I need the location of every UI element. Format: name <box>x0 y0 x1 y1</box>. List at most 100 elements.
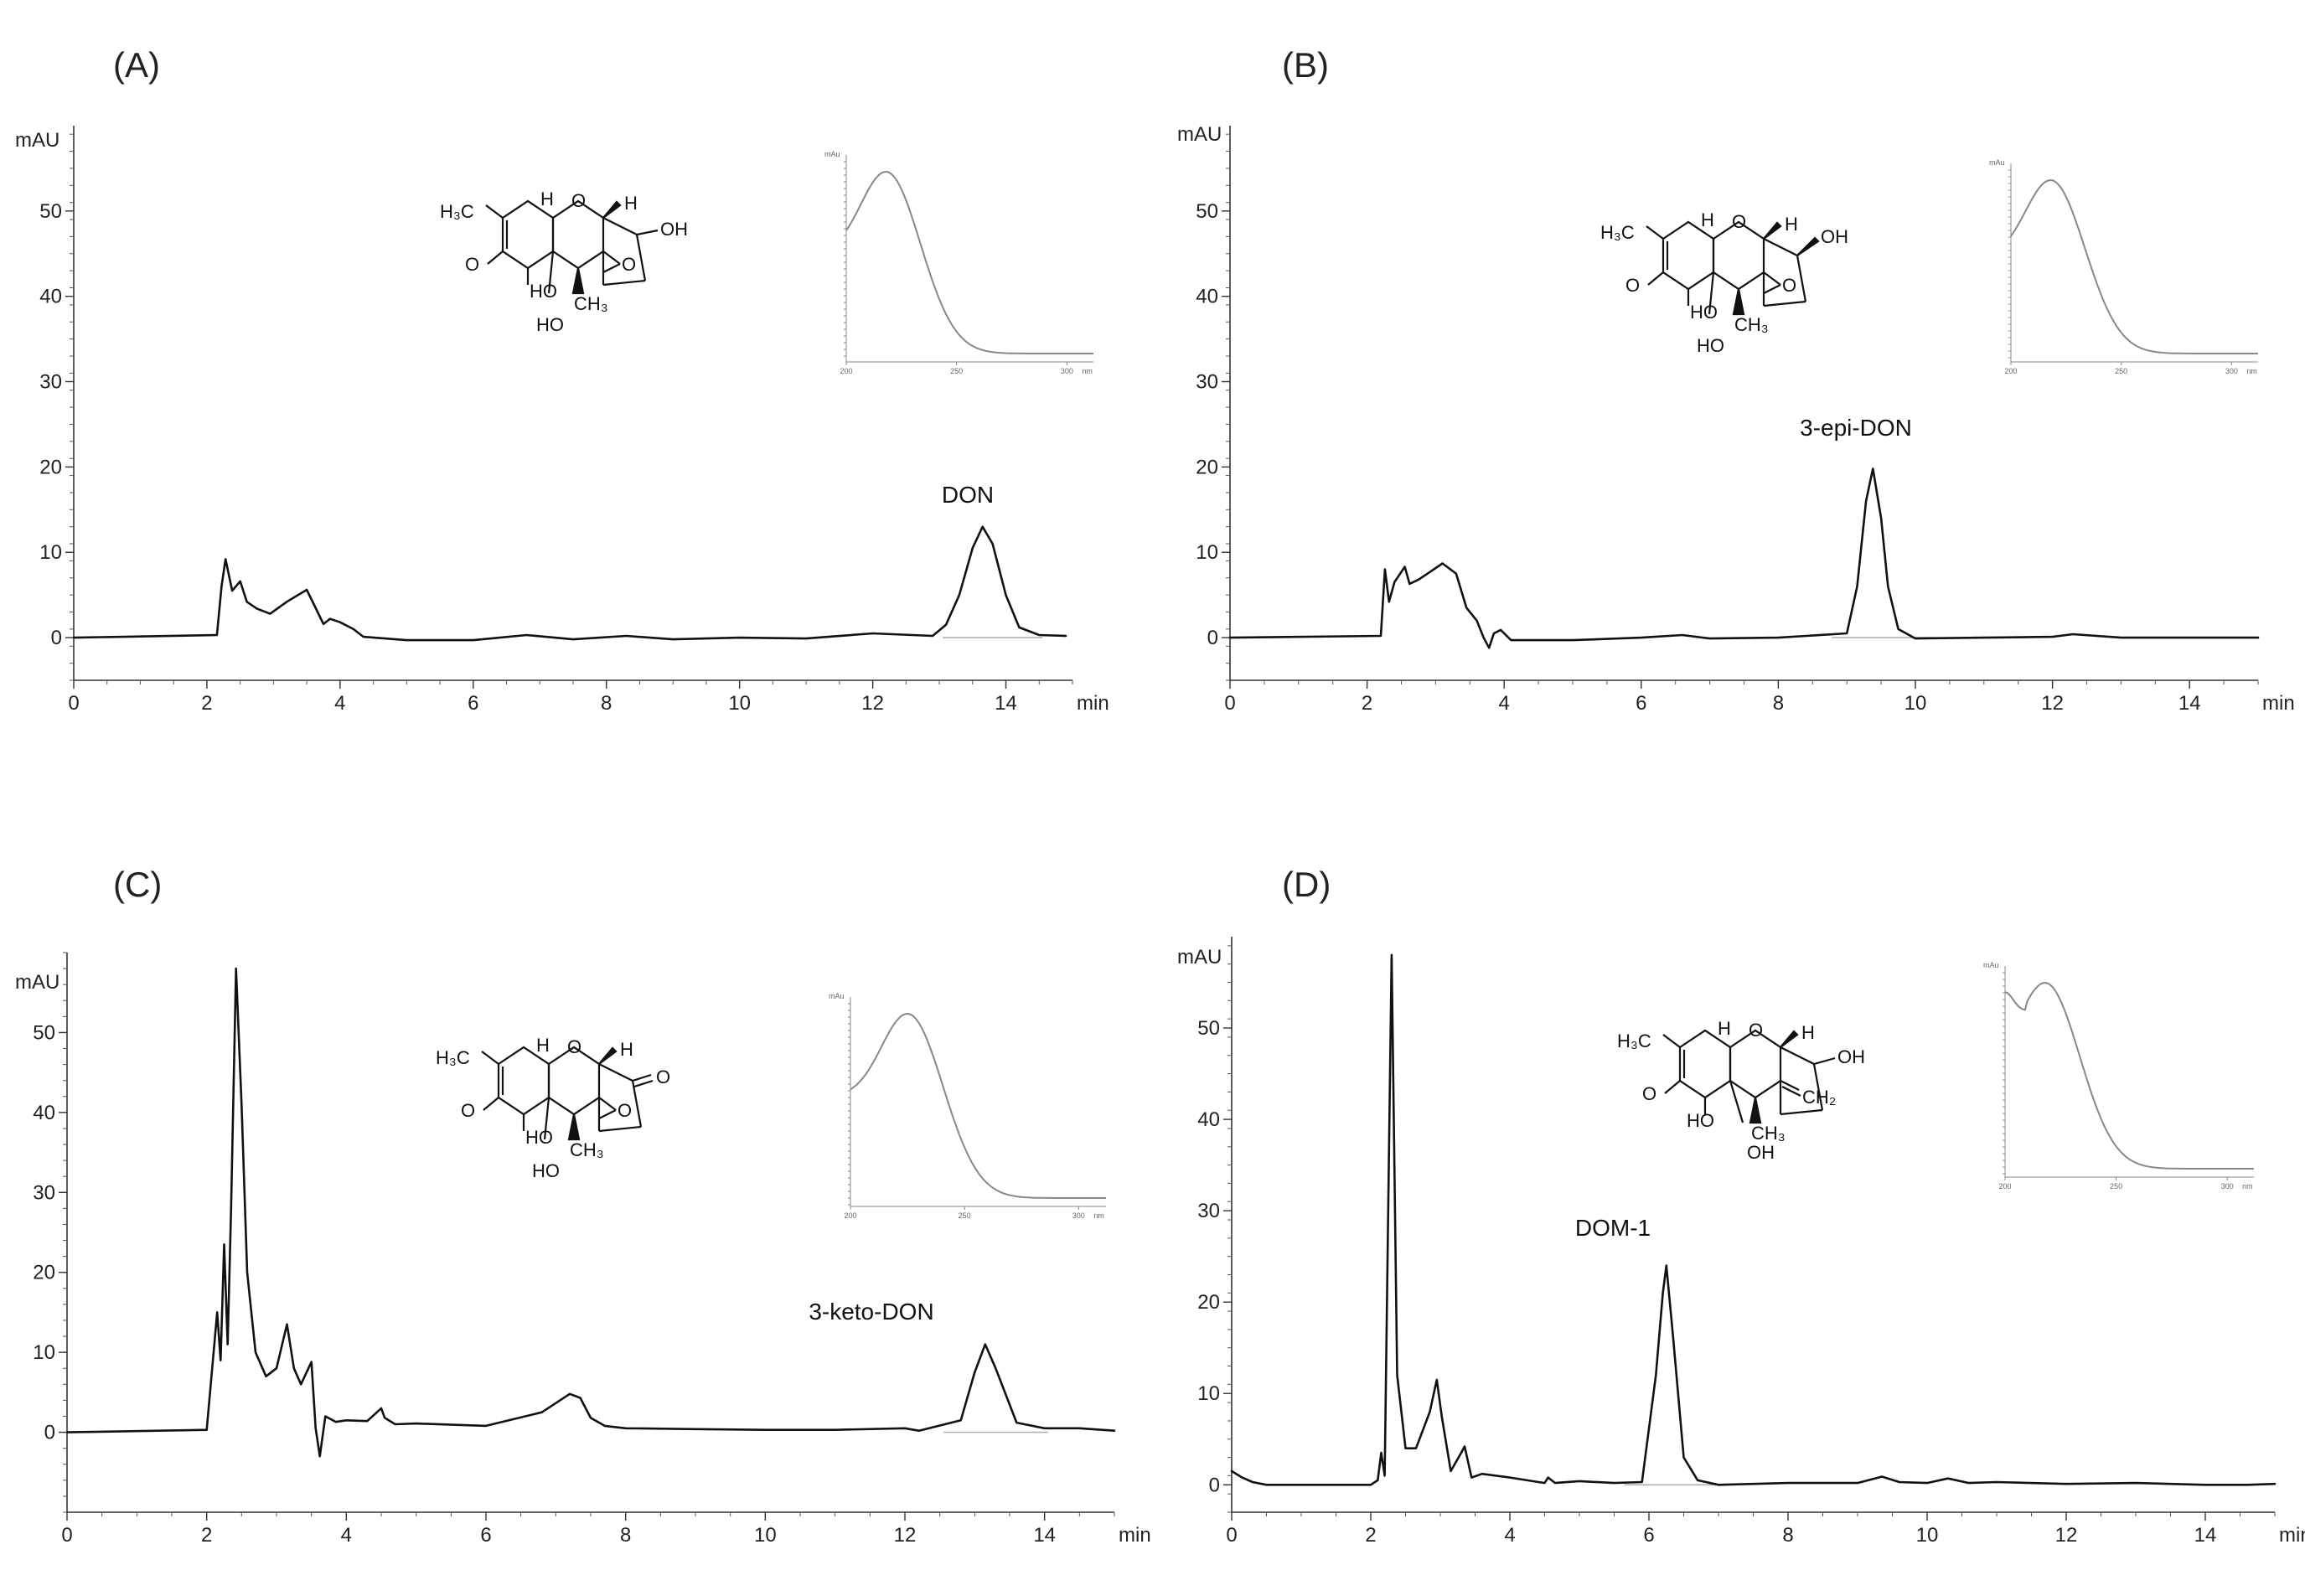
y-tick-label: 30 <box>1197 1200 1220 1222</box>
x-tick-label: 10 <box>1916 1524 1939 1547</box>
x-tick-label: 12 <box>894 1524 917 1547</box>
y-tick-label: 50 <box>39 200 62 223</box>
uv-spectrum-inset: 200 250 300 mAu nm <box>1983 961 2254 1191</box>
svg-text:H: H <box>620 1039 633 1060</box>
uv-spectrum-curve <box>850 1012 1106 1199</box>
x-tick-label: 8 <box>601 692 612 715</box>
peak-label: 3-keto-DON <box>809 1299 933 1325</box>
x-tick-label: 14 <box>995 692 1017 715</box>
y-tick-label: 20 <box>39 456 62 478</box>
panel-a: (A) 0 10 20 30 40 50 0 2 4 6 8 10 12 14 mAU min DON 200 250… <box>15 45 1109 715</box>
y-tick-label: 30 <box>39 371 62 394</box>
y-tick-label: 20 <box>33 1262 55 1284</box>
svg-text:CH₃: CH₃ <box>574 293 608 314</box>
svg-text:HO: HO <box>532 1160 560 1181</box>
x-tick-label: 8 <box>1773 692 1784 715</box>
y-tick-label: 0 <box>44 1422 55 1444</box>
chromatogram-trace <box>72 525 1067 642</box>
peak-label: DOM-1 <box>1575 1215 1651 1241</box>
inset-x-tick-label: 200 <box>844 1211 856 1220</box>
svg-text:HO: HO <box>525 1127 553 1148</box>
panel-label: (D) <box>1282 865 1331 904</box>
svg-text:CH₃: CH₃ <box>1734 314 1769 335</box>
svg-text:O: O <box>571 190 586 211</box>
svg-text:O: O <box>1642 1083 1656 1104</box>
x-tick-label: 12 <box>2055 1524 2078 1547</box>
y-tick-label: 0 <box>1209 1474 1220 1496</box>
y-tick-label: 20 <box>1196 456 1218 478</box>
panel-d: (D)0102030405002468101214mAUminDOM-12002… <box>1177 865 2305 1547</box>
panel-label: (B) <box>1282 45 1329 85</box>
chromatogram-trace <box>1230 953 2277 1486</box>
y-tick-label: 30 <box>1196 371 1218 394</box>
svg-text:O: O <box>618 1100 632 1121</box>
inset-y-label: mAu <box>824 150 840 158</box>
svg-text:H: H <box>1701 209 1714 230</box>
uv-spectrum-curve <box>2010 178 2258 354</box>
x-tick-label: 6 <box>480 1524 491 1547</box>
panel-c: (C) 0 10 20 30 40 50 0 2 4 6 8 10 12 14 mAU min 3-keto-DO… <box>15 865 1151 1547</box>
x-tick-label: 10 <box>728 692 751 715</box>
uv-spectrum-inset: 200 250 300 mAu nm <box>824 150 1093 375</box>
chromatogram-trace <box>65 967 1116 1458</box>
svg-text:H: H <box>624 193 638 214</box>
y-tick-label: 50 <box>1197 1017 1220 1040</box>
x-tick-label: 10 <box>1904 692 1927 715</box>
svg-text:O: O <box>465 254 479 275</box>
x-axis-label: min <box>1119 1524 1151 1547</box>
inset-y-label: mAu <box>829 992 845 1000</box>
y-tick-label: 40 <box>39 286 62 308</box>
y-tick-label: 10 <box>1197 1382 1220 1405</box>
x-tick-label: 4 <box>334 692 345 715</box>
x-tick-label: 8 <box>1782 1524 1793 1547</box>
y-tick-label: 20 <box>1197 1291 1220 1314</box>
svg-text:H: H <box>1801 1022 1815 1043</box>
inset-x-tick-label: 200 <box>840 367 852 375</box>
x-tick-label: 14 <box>2194 1524 2217 1547</box>
inset-x-tick-label: 300 <box>1061 367 1073 375</box>
y-tick-label: 0 <box>51 627 62 649</box>
svg-text:H: H <box>1785 214 1798 235</box>
x-axis-label: min <box>2262 692 2295 715</box>
y-axis-label: mAU <box>1177 946 1222 968</box>
panel-label: (A) <box>113 45 160 85</box>
svg-text:H₃C: H₃C <box>436 1047 470 1068</box>
y-tick-label: 30 <box>33 1181 55 1204</box>
svg-text:HO: HO <box>1697 335 1724 356</box>
uv-spectrum-inset: 200 250 300 mAu nm <box>1989 158 2258 375</box>
svg-text:O: O <box>1625 275 1640 296</box>
inset-x-tick-label: 250 <box>950 367 963 375</box>
x-tick-label: 6 <box>468 692 478 715</box>
y-tick-label: 10 <box>39 541 62 564</box>
x-tick-label: 2 <box>1365 1524 1376 1547</box>
svg-text:HO: HO <box>530 281 557 302</box>
y-tick-label: 50 <box>33 1021 55 1044</box>
x-tick-label: 10 <box>754 1524 777 1547</box>
svg-text:O: O <box>567 1036 581 1057</box>
x-tick-label: 0 <box>1226 1524 1237 1547</box>
svg-text:HO: HO <box>536 314 564 335</box>
y-tick-label: 50 <box>1196 200 1218 223</box>
svg-text:OH: OH <box>660 219 688 240</box>
inset-x-unit: nm <box>2242 1182 2253 1191</box>
svg-text:H: H <box>536 1035 550 1056</box>
x-tick-label: 6 <box>1643 1524 1654 1547</box>
svg-text:H: H <box>1718 1018 1731 1039</box>
x-tick-label: 12 <box>861 692 884 715</box>
svg-text:OH: OH <box>1821 226 1848 247</box>
svg-text:HO: HO <box>1690 302 1718 323</box>
x-tick-label: 2 <box>201 692 212 715</box>
svg-text:H: H <box>540 189 554 209</box>
inset-x-tick-label: 200 <box>1998 1182 2011 1191</box>
svg-text:OH: OH <box>1747 1142 1775 1163</box>
inset-x-tick-label: 250 <box>2110 1182 2122 1191</box>
svg-text:O: O <box>1782 275 1796 296</box>
x-axis-label: min <box>1077 692 1109 715</box>
x-tick-label: 2 <box>201 1524 212 1547</box>
svg-text:HO: HO <box>1687 1110 1714 1131</box>
svg-text:CH₃: CH₃ <box>570 1139 604 1160</box>
y-tick-label: 40 <box>1197 1108 1220 1131</box>
svg-text:O: O <box>461 1100 475 1121</box>
